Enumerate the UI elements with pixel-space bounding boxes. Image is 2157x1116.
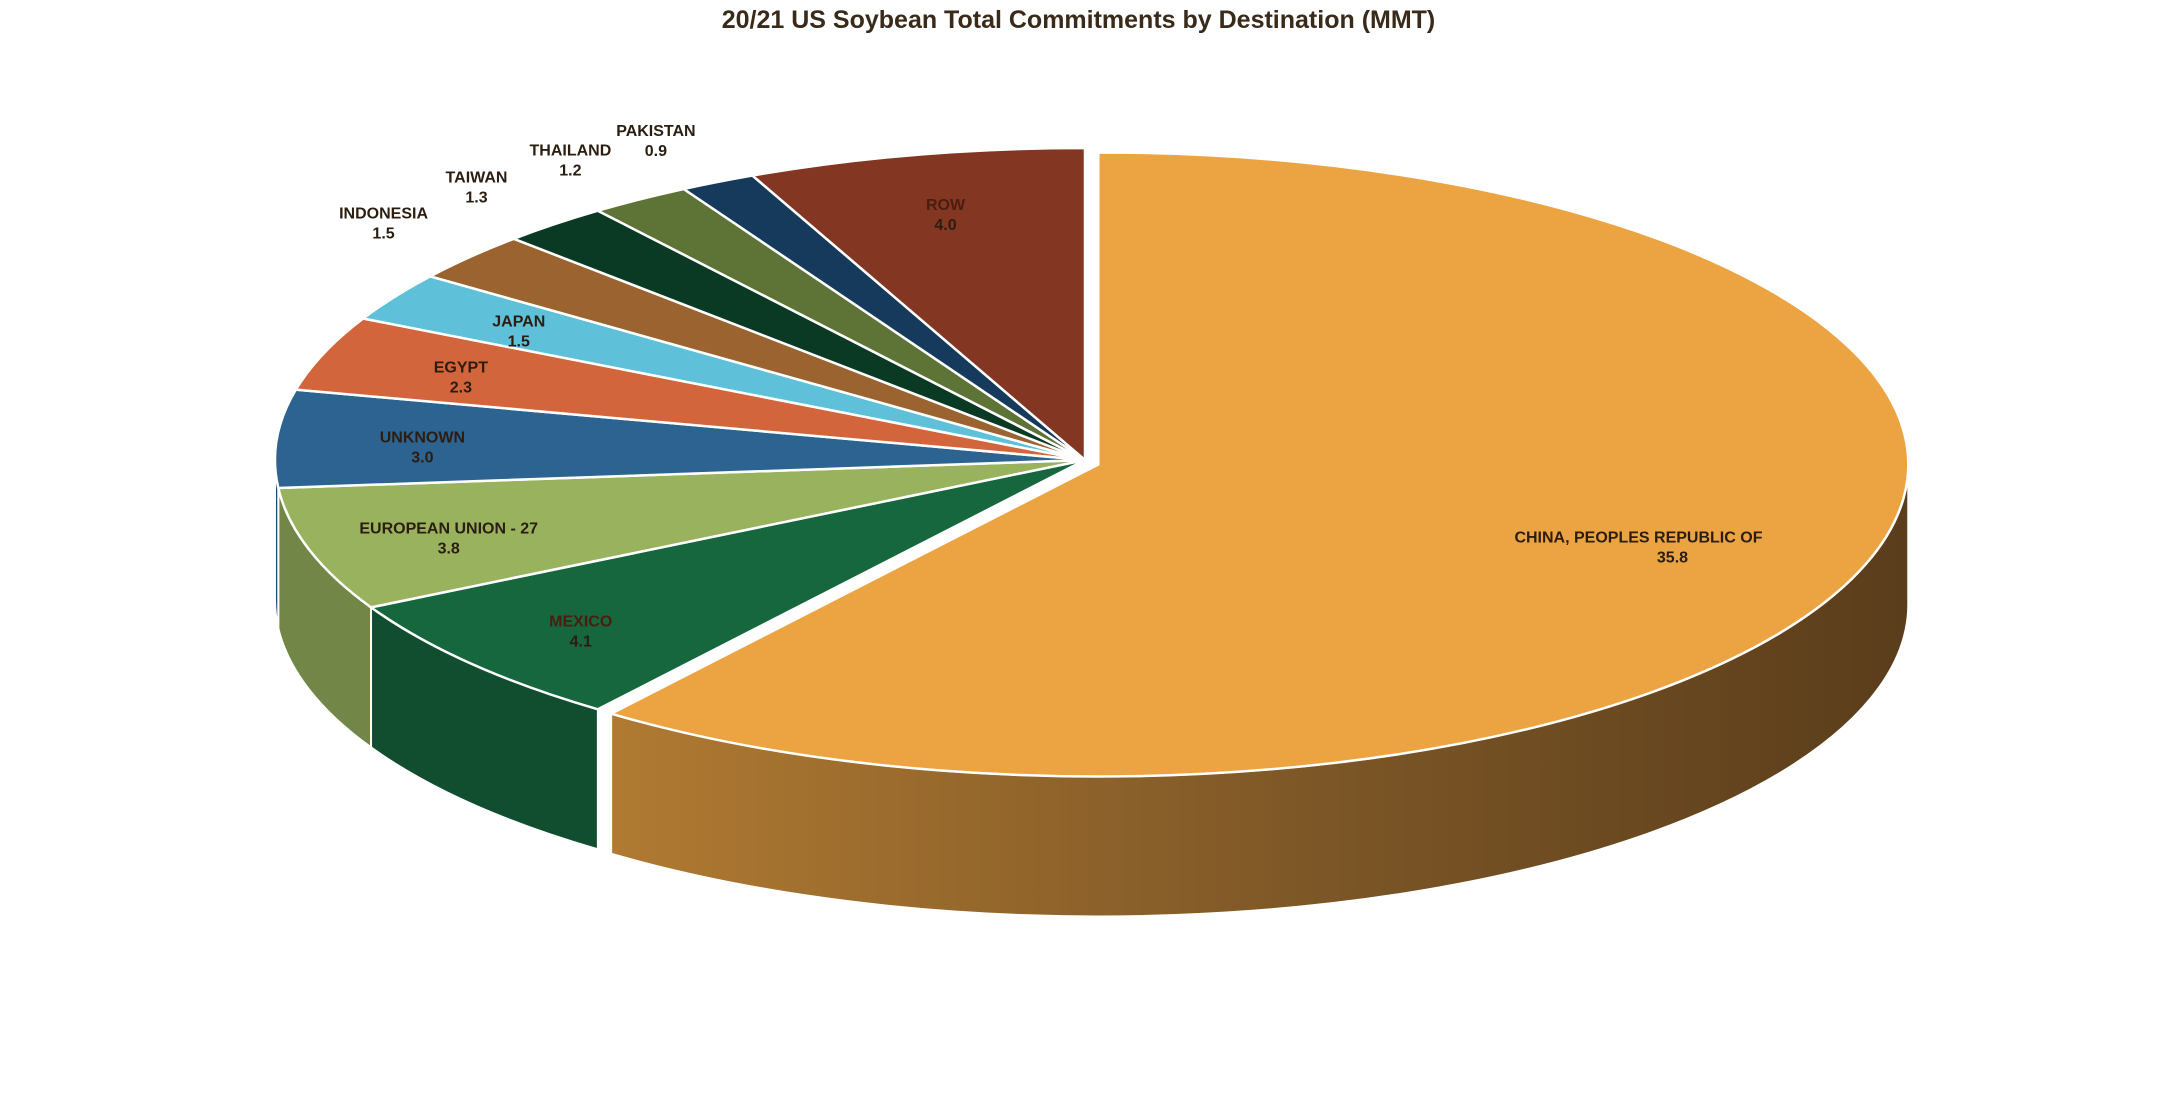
slice-value-japan: 1.5: [508, 333, 530, 350]
pie-slice-row: [749, 146, 1087, 463]
chart-title: 20/21 US Soybean Total Commitments by De…: [721, 6, 1436, 34]
slice-label-china-peoples-republic-of: CHINA, PEOPLES REPUBLIC OF: [1514, 529, 1762, 546]
slice-value-egypt: 2.3: [450, 379, 472, 396]
slice-value-thailand: 1.2: [559, 162, 581, 179]
pie-slice-european-union-27: [276, 458, 1086, 609]
slice-value-unknown: 3.0: [411, 449, 433, 466]
slice-label-taiwan: TAIWAN: [446, 170, 508, 187]
slice-label-egypt: EGYPT: [434, 359, 488, 376]
pie-tops: [273, 146, 1910, 778]
slice-value-indonesia: 1.5: [372, 226, 394, 243]
pie-slice-mexico: [367, 458, 1086, 711]
slice-label-indonesia: INDONESIA: [339, 206, 428, 223]
slice-value-pakistan: 0.9: [645, 143, 667, 160]
slice-value-taiwan: 1.3: [465, 190, 487, 207]
slice-label-thailand: THAILAND: [530, 142, 612, 159]
pie-slice-egypt: [293, 317, 1086, 462]
slice-value-row: 4.0: [934, 217, 956, 234]
slice-value-china-peoples-republic-of: 35.8: [1657, 549, 1688, 566]
slice-value-european-union-27: 3.8: [438, 540, 460, 557]
slice-label-mexico: MEXICO: [549, 614, 612, 631]
slice-label-row: ROW: [926, 197, 966, 214]
slice-label-unknown: UNKNOWN: [380, 429, 465, 446]
slice-label-european-union-27: EUROPEAN UNION - 27: [359, 520, 538, 537]
slice-value-mexico: 4.1: [570, 634, 592, 651]
pie-slice-unknown: [273, 388, 1086, 490]
pie-labels: CHINA, PEOPLES REPUBLIC OF 35.8 MEXICO 4.1 E…: [339, 123, 1763, 650]
slice-label-pakistan: PAKISTAN: [616, 123, 695, 140]
slice-label-japan: JAPAN: [492, 313, 545, 330]
pie-slice-china-peoples-republic-of: [607, 151, 1910, 778]
